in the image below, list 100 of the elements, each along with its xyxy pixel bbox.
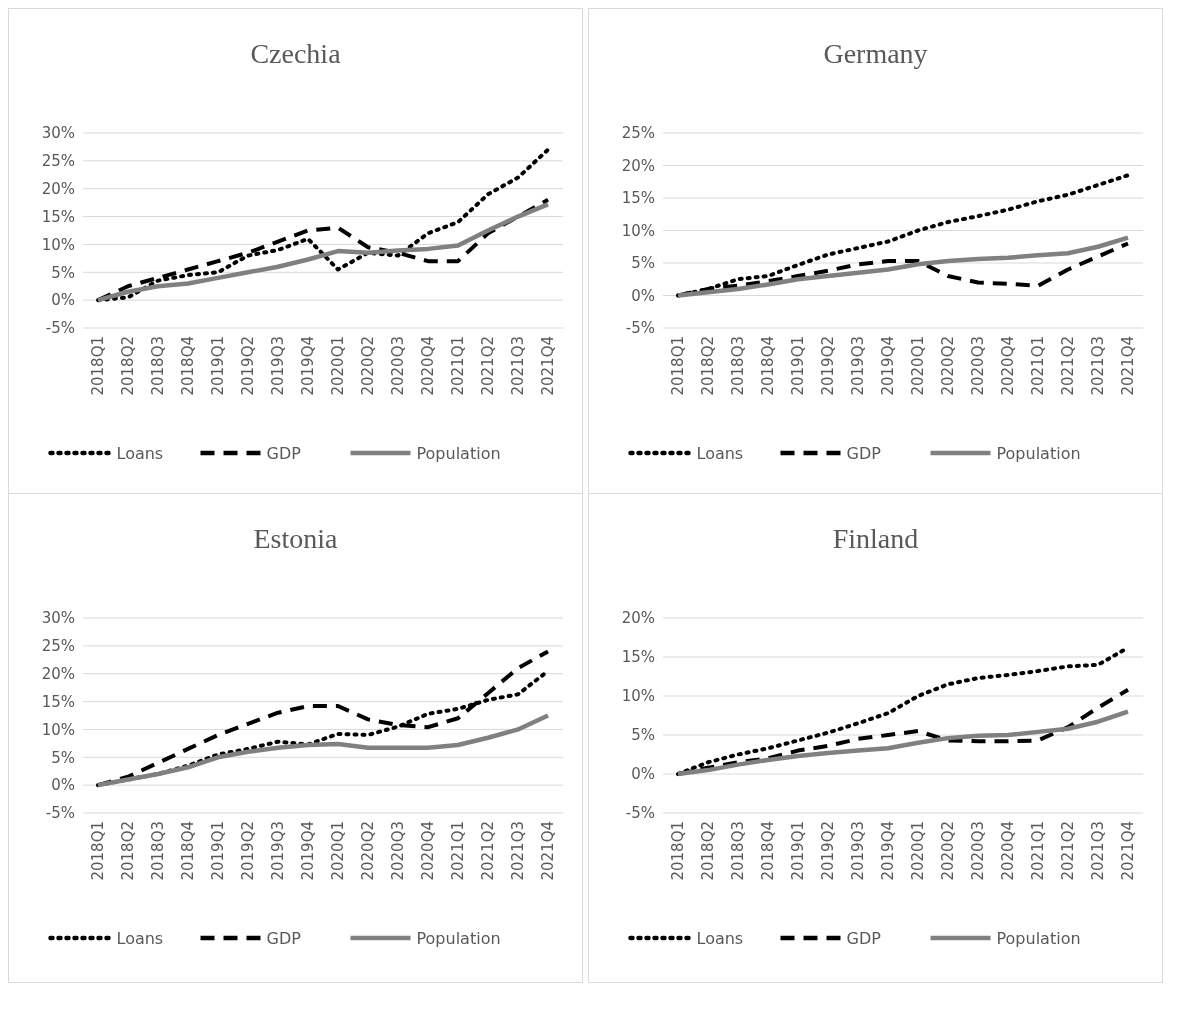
x-tick-label: 2020Q2	[939, 821, 957, 881]
y-tick-label: 30%	[41, 124, 75, 143]
y-tick-label: 20%	[41, 664, 75, 683]
y-tick-label: 5%	[631, 726, 655, 745]
x-tick-label: 2018Q3	[729, 336, 747, 396]
y-tick-label: 0%	[51, 291, 75, 310]
x-tick-label: 2019Q2	[239, 821, 257, 881]
chart-title: Czechia	[250, 38, 342, 69]
x-tick-label: 2019Q3	[849, 821, 867, 881]
x-tick-label: 2020Q2	[359, 821, 377, 881]
x-tick-label: 2021Q1	[1029, 336, 1047, 396]
x-tick-label: 2021Q2	[479, 821, 497, 881]
x-tick-label: 2018Q3	[149, 821, 167, 881]
x-tick-label: 2019Q3	[849, 336, 867, 396]
legend-label: Population	[416, 928, 501, 948]
legend-label: Loans	[116, 928, 164, 948]
x-tick-label: 2020Q3	[969, 821, 987, 881]
x-tick-label: 2020Q4	[419, 821, 437, 881]
x-tick-label: 2020Q1	[329, 821, 347, 881]
y-tick-label: -5%	[625, 319, 655, 338]
legend-label: GDP	[266, 928, 302, 948]
x-tick-label: 2019Q3	[269, 821, 287, 881]
y-tick-label: 10%	[41, 720, 75, 739]
chart-title: Finland	[832, 523, 919, 554]
y-tick-label: 25%	[621, 124, 655, 143]
x-tick-label: 2019Q4	[299, 336, 317, 396]
y-tick-label: 15%	[41, 207, 75, 226]
x-tick-label: 2020Q1	[909, 336, 927, 396]
x-tick-label: 2018Q2	[119, 821, 137, 881]
x-tick-label: 2021Q2	[1059, 336, 1077, 396]
x-tick-label: 2019Q1	[209, 821, 227, 881]
x-tick-label: 2020Q4	[419, 336, 437, 396]
x-tick-label: 2021Q1	[1029, 821, 1047, 881]
x-tick-label: 2019Q2	[239, 336, 257, 396]
x-tick-label: 2021Q4	[539, 821, 557, 881]
y-tick-label: 10%	[41, 235, 75, 254]
y-tick-label: 15%	[621, 648, 655, 667]
x-tick-label: 2020Q4	[999, 336, 1017, 396]
x-tick-label: 2019Q4	[879, 336, 897, 396]
x-tick-label: 2020Q2	[939, 336, 957, 396]
y-tick-label: 20%	[621, 609, 655, 628]
x-tick-label: 2018Q3	[149, 336, 167, 396]
x-tick-label: 2018Q1	[89, 336, 107, 396]
x-tick-label: 2020Q3	[389, 821, 407, 881]
x-tick-label: 2020Q1	[909, 821, 927, 881]
x-tick-label: 2021Q3	[509, 336, 527, 396]
y-tick-label: 5%	[631, 254, 655, 273]
x-tick-label: 2021Q3	[1089, 821, 1107, 881]
y-tick-label: 0%	[631, 765, 655, 784]
x-tick-label: 2018Q4	[179, 336, 197, 396]
x-tick-label: 2021Q1	[449, 821, 467, 881]
x-tick-label: 2019Q4	[299, 821, 317, 881]
y-tick-label: 5%	[51, 748, 75, 767]
x-tick-label: 2018Q1	[89, 821, 107, 881]
y-tick-label: 15%	[41, 692, 75, 711]
x-tick-label: 2019Q1	[789, 821, 807, 881]
x-tick-label: 2019Q2	[819, 336, 837, 396]
x-tick-label: 2018Q1	[669, 336, 687, 396]
y-tick-label: -5%	[625, 804, 655, 823]
legend-label: Population	[416, 443, 501, 463]
legend-label: Population	[996, 443, 1081, 463]
y-tick-label: 30%	[41, 609, 75, 628]
x-tick-label: 2021Q4	[1119, 336, 1137, 396]
x-tick-label: 2018Q2	[699, 821, 717, 881]
legend-label: GDP	[846, 443, 882, 463]
x-tick-label: 2021Q2	[1059, 821, 1077, 881]
x-tick-label: 2018Q3	[729, 821, 747, 881]
x-tick-label: 2020Q2	[359, 336, 377, 396]
y-tick-label: 25%	[41, 152, 75, 171]
x-tick-label: 2020Q3	[389, 336, 407, 396]
y-tick-label: 0%	[631, 286, 655, 305]
legend-label: GDP	[266, 443, 302, 463]
x-tick-label: 2019Q4	[879, 821, 897, 881]
legend-label: GDP	[846, 928, 882, 948]
legend-label: Population	[996, 928, 1081, 948]
x-tick-label: 2019Q2	[819, 821, 837, 881]
legend-label: Loans	[116, 443, 164, 463]
x-tick-label: 2019Q1	[209, 336, 227, 396]
y-tick-label: 10%	[621, 221, 655, 240]
x-tick-label: 2020Q3	[969, 336, 987, 396]
x-tick-label: 2018Q2	[699, 336, 717, 396]
y-tick-label: 20%	[621, 156, 655, 175]
x-tick-label: 2021Q1	[449, 336, 467, 396]
legend-label: Loans	[696, 443, 744, 463]
x-tick-label: 2018Q4	[179, 821, 197, 881]
y-tick-label: 0%	[51, 776, 75, 795]
legend-label: Loans	[696, 928, 744, 948]
x-tick-label: 2018Q4	[759, 821, 777, 881]
x-tick-label: 2021Q2	[479, 336, 497, 396]
x-tick-label: 2021Q4	[539, 336, 557, 396]
y-tick-label: 10%	[621, 687, 655, 706]
x-tick-label: 2018Q1	[669, 821, 687, 881]
x-tick-label: 2020Q1	[329, 336, 347, 396]
y-tick-label: -5%	[45, 804, 75, 823]
x-tick-label: 2021Q4	[1119, 821, 1137, 881]
x-tick-label: 2021Q3	[509, 821, 527, 881]
chart-title: Estonia	[253, 523, 339, 554]
x-tick-label: 2020Q4	[999, 821, 1017, 881]
x-tick-label: 2018Q2	[119, 336, 137, 396]
y-tick-label: 5%	[51, 263, 75, 282]
